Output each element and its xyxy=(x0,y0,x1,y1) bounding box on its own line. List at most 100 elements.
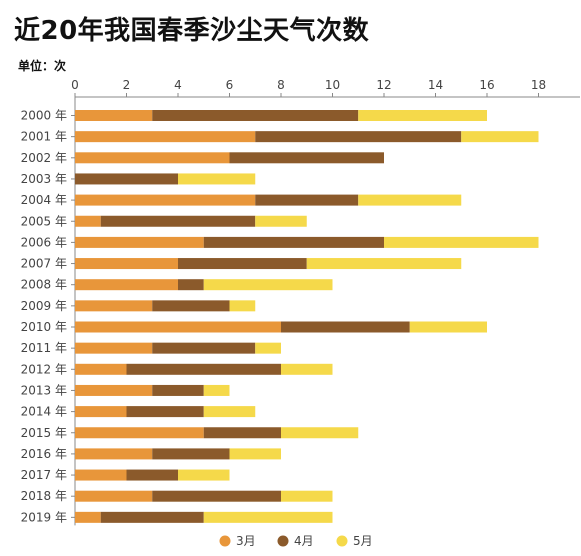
bar-5m xyxy=(409,321,487,333)
bar-3m xyxy=(75,110,153,121)
bar-3m xyxy=(75,384,153,396)
bar-4m xyxy=(126,469,178,481)
y-tick-label: 2017 年 xyxy=(21,468,67,482)
legend-swatch xyxy=(336,535,348,547)
bar-4m xyxy=(281,321,410,333)
bar-3m xyxy=(75,321,281,333)
x-tick-label: 14 xyxy=(428,78,443,92)
bar-5m xyxy=(281,490,333,502)
bar-4m xyxy=(152,490,281,502)
y-tick-label: 2014 年 xyxy=(21,405,67,419)
y-tick-label: 2009 年 xyxy=(21,299,67,313)
bar-5m xyxy=(255,342,281,354)
bar-3m xyxy=(75,152,230,164)
legend-swatch xyxy=(277,535,289,547)
bar-4m xyxy=(203,236,384,248)
y-tick-label: 2010 年 xyxy=(21,320,67,334)
legend-swatch xyxy=(219,535,231,547)
bar-5m xyxy=(203,279,333,291)
bar-5m xyxy=(358,194,462,206)
y-tick-label: 2005 年 xyxy=(21,214,67,228)
bar-4m xyxy=(255,131,462,143)
bar-3m xyxy=(75,448,153,460)
legend-label: 5月 xyxy=(353,534,373,548)
bar-4m xyxy=(203,427,281,439)
bar-5m xyxy=(229,448,281,460)
bar-4m xyxy=(126,363,281,375)
bar-4m xyxy=(100,215,256,227)
bar-4m xyxy=(100,511,204,523)
bar-5m xyxy=(255,215,307,227)
bar-3m xyxy=(75,406,127,418)
y-tick-label: 2004 年 xyxy=(21,193,67,207)
bar-3m xyxy=(75,215,101,227)
bar-4m xyxy=(255,194,359,206)
x-tick-label: 16 xyxy=(479,78,494,92)
bar-4m xyxy=(152,300,230,312)
bar-3m xyxy=(75,236,204,248)
bar-3m xyxy=(75,131,256,143)
y-tick-label: 2003 年 xyxy=(21,172,67,186)
legend-label: 3月 xyxy=(236,534,256,548)
bar-5m xyxy=(306,258,462,270)
bar-4m xyxy=(152,110,359,121)
bar-5m xyxy=(203,384,230,396)
x-tick-label: 6 xyxy=(226,78,234,92)
y-tick-label: 2006 年 xyxy=(21,235,67,249)
bar-4m xyxy=(152,384,204,396)
y-tick-label: 2015 年 xyxy=(21,426,67,440)
y-tick-label: 2011 年 xyxy=(21,341,67,355)
bar-4m xyxy=(152,448,230,460)
bar-5m xyxy=(229,300,256,312)
bar-4m xyxy=(75,173,178,185)
y-tick-label: 2008 年 xyxy=(21,278,67,292)
y-tick-label: 2007 年 xyxy=(21,257,67,271)
bars xyxy=(75,110,539,523)
chart-title: 近20年我国春季沙尘天气次数 xyxy=(14,16,370,46)
bar-3m xyxy=(75,342,153,354)
y-tick-label: 2013 年 xyxy=(21,383,67,397)
bar-5m xyxy=(384,236,539,248)
bar-3m xyxy=(75,300,153,312)
bar-4m xyxy=(178,258,307,270)
x-axis: 0 2 4 6 8 10 12 14 16 18 xyxy=(71,78,580,98)
y-tick-label: 2002 年 xyxy=(21,151,67,165)
bar-4m xyxy=(152,342,256,354)
bar-3m xyxy=(75,511,101,523)
y-tick-label: 2000 年 xyxy=(21,109,67,123)
x-tick-label: 8 xyxy=(277,78,285,92)
bar-3m xyxy=(75,427,204,439)
x-tick-label: 18 xyxy=(531,78,546,92)
x-tick-label: 4 xyxy=(174,78,182,92)
x-tick-label: 0 xyxy=(71,78,79,92)
legend-label: 4月 xyxy=(294,534,314,548)
bar-5m xyxy=(203,511,333,523)
bar-3m xyxy=(75,194,256,206)
bar-3m xyxy=(75,363,127,375)
x-tick-label: 10 xyxy=(325,78,340,92)
x-tick-label: 2 xyxy=(123,78,131,92)
bar-4m xyxy=(178,279,204,291)
bar-5m xyxy=(461,131,539,143)
bar-5m xyxy=(178,469,230,481)
bar-3m xyxy=(75,279,178,291)
y-tick-label: 2019 年 xyxy=(21,510,67,524)
bar-3m xyxy=(75,490,153,502)
unit-label: 单位：次 xyxy=(18,59,67,73)
y-tick-label: 2018 年 xyxy=(21,489,67,503)
bar-3m xyxy=(75,469,127,481)
x-tick-label: 12 xyxy=(376,78,391,92)
bar-4m xyxy=(229,152,384,164)
bar-5m xyxy=(281,363,333,375)
bar-4m xyxy=(126,406,204,418)
bar-5m xyxy=(178,173,256,185)
y-tick-label: 2012 年 xyxy=(21,362,67,376)
legend: 3月 4月 5月 xyxy=(219,534,373,548)
y-tick-label: 2016 年 xyxy=(21,447,67,461)
bar-5m xyxy=(203,406,256,418)
bar-5m xyxy=(281,427,359,439)
bar-5m xyxy=(358,110,487,121)
y-axis: 2000 年 2001 年 2002 年 2003 年 2004 年 2005 年 2006… xyxy=(21,97,76,526)
bar-3m xyxy=(75,258,178,270)
